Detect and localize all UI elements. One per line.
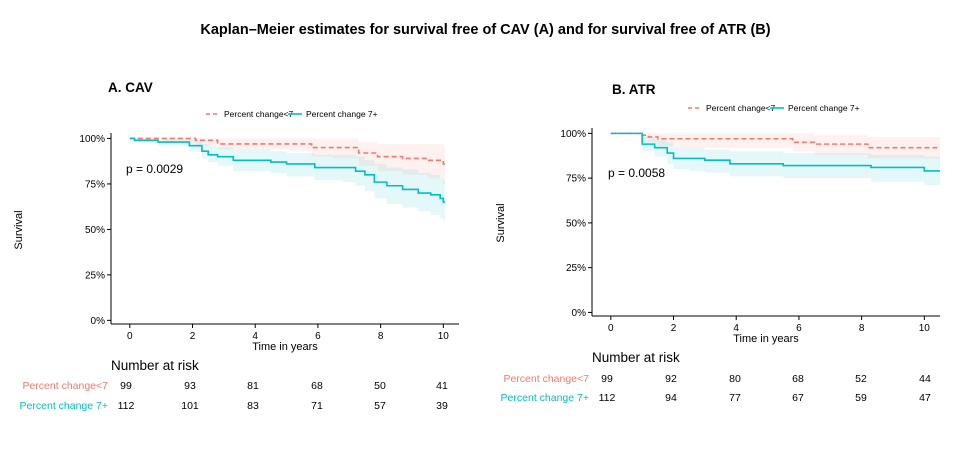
panel-a-ci-band-2 xyxy=(129,138,445,221)
panel-b-x-tick-label: 0 xyxy=(608,323,614,334)
panel-b-legend-label-2: Percent change 7+ xyxy=(788,103,860,113)
panel-a-risk-g1-t8: 50 xyxy=(374,380,386,392)
panel-b-risk-label-group2: Percent change 7+ xyxy=(500,392,589,404)
panel-b-y-tick-label: 100% xyxy=(560,129,586,140)
panel-b-risk-g2-t8: 59 xyxy=(855,392,867,404)
panel-b-risk-g1-t6: 68 xyxy=(792,373,804,385)
panel-a-risk-label-group2: Percent change 7+ xyxy=(19,400,108,412)
panel-b-risk-g2-t2: 94 xyxy=(665,392,677,404)
panel-b-risk-label-group1: Percent change<7 xyxy=(503,373,589,385)
panel-a-risk-title: Number at risk xyxy=(111,358,199,373)
panel-b-y-tick-label: 75% xyxy=(566,174,586,185)
panel-b-risk-g1-t0: 99 xyxy=(601,373,613,385)
panel-a-risk-g2-t0: 112 xyxy=(117,400,135,412)
panel-a-risk-g1-t6: 68 xyxy=(311,380,323,392)
panel-b-p-value: p = 0.0058 xyxy=(608,166,665,180)
panel-b-risk-g2-t10: 47 xyxy=(919,392,931,404)
panel-b-y-tick-label: 25% xyxy=(566,263,586,274)
panel-b-risk-g1-t10: 44 xyxy=(919,373,931,385)
panel-b-x-tick-label: 2 xyxy=(671,323,677,334)
panel-b-risk-g1-t2: 92 xyxy=(665,373,677,385)
panel-a-ci-band-1 xyxy=(129,138,445,184)
panel-a-x-tick-label: 10 xyxy=(438,331,450,342)
panel-a-risk-g2-t4: 83 xyxy=(247,400,259,412)
panel-a-x-tick-label: 6 xyxy=(315,331,321,342)
panel-b-x-tick-label: 6 xyxy=(796,323,802,334)
panel-a-p-value: p = 0.0029 xyxy=(126,162,183,176)
panel-b-y-axis-label: Survival xyxy=(495,203,507,242)
panel-a-risk-g1-t4: 81 xyxy=(247,380,259,392)
panel-a-risk-g1-t0: 99 xyxy=(120,380,132,392)
panel-a-y-tick-label: 0% xyxy=(91,316,106,327)
panel-a-risk-g2-t6: 71 xyxy=(311,400,323,412)
panel-a-x-tick-label: 8 xyxy=(378,331,384,342)
panel-a-y-tick-label: 50% xyxy=(85,225,105,236)
panel-b-x-tick-label: 4 xyxy=(733,323,739,334)
panel-b-x-tick-label: 8 xyxy=(859,323,865,334)
panel-a-risk-g2-t8: 57 xyxy=(374,400,386,412)
panel-b-risk-g1-t4: 80 xyxy=(729,373,741,385)
panel-a-x-tick-label: 0 xyxy=(127,331,133,342)
panel-b-x-axis-label: Time in years xyxy=(733,333,799,345)
panel-a-risk-g2-t10: 39 xyxy=(436,400,448,412)
panel-b-legend-label-1: Percent change<7 xyxy=(706,103,776,113)
panel-b-title: B. ATR xyxy=(612,82,656,97)
panel-a-risk-label-group1: Percent change<7 xyxy=(22,380,108,392)
panel-b-ci-band-1 xyxy=(610,133,940,159)
panel-b-x-tick-label: 10 xyxy=(919,323,931,334)
panel-b-y-tick-label: 50% xyxy=(566,218,586,229)
panel-a-risk-g1-t10: 41 xyxy=(436,380,448,392)
panel-a-y-tick-label: 75% xyxy=(85,179,105,190)
panel-a-y-axis-label: Survival xyxy=(13,210,25,249)
panel-b-y-tick-label: 0% xyxy=(572,308,587,319)
panel-b-risk-g1-t8: 52 xyxy=(855,373,867,385)
panel-a-survival-line-2 xyxy=(129,137,445,203)
panel-a-legend-label-2: Percent change 7+ xyxy=(306,109,378,119)
panel-a-risk-g1-t2: 93 xyxy=(184,380,196,392)
panel-a-survival-line-1 xyxy=(129,137,445,165)
panel-a-risk-g2-t2: 101 xyxy=(181,400,199,412)
panel-b-risk-title: Number at risk xyxy=(592,350,680,365)
panel-b-risk-g2-t6: 67 xyxy=(792,392,804,404)
figure-title: Kaplan–Meier estimates for survival free… xyxy=(200,22,771,38)
panel-a-title: A. CAV xyxy=(108,80,153,95)
panel-a-x-tick-label: 2 xyxy=(190,331,196,342)
panel-a-x-axis-label: Time in years xyxy=(252,341,318,353)
panel-a-y-tick-label: 100% xyxy=(79,134,105,145)
panel-a-y-tick-label: 25% xyxy=(85,270,105,281)
panel-b-risk-g2-t0: 112 xyxy=(598,392,616,404)
panel-a-x-tick-label: 4 xyxy=(252,331,258,342)
panel-a-legend-label-1: Percent change<7 xyxy=(224,109,294,119)
panel-b-ci-band-2 xyxy=(610,133,940,186)
panel-b-survival-line-2 xyxy=(610,132,940,172)
panel-b-risk-g2-t4: 77 xyxy=(729,392,741,404)
